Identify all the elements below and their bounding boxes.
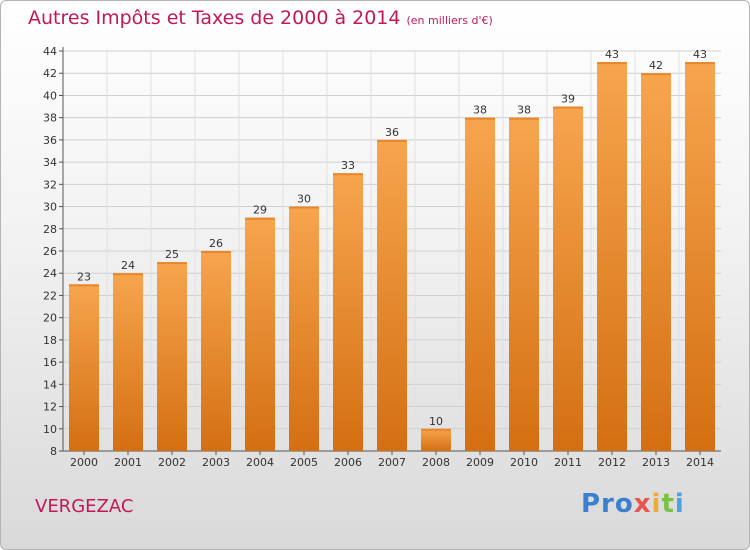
y-tick-label: 10	[43, 423, 57, 436]
data-label: 33	[341, 159, 355, 172]
x-tick-label: 2007	[378, 456, 406, 469]
y-tick-label: 40	[43, 89, 57, 102]
data-label: 36	[385, 126, 399, 139]
bar	[685, 62, 715, 451]
y-tick-label: 12	[43, 401, 57, 414]
y-tick-label: 8	[50, 445, 57, 458]
bar	[553, 106, 583, 452]
data-label: 42	[649, 59, 663, 72]
logo-part-4: t	[661, 489, 675, 519]
chart-subtitle: (en milliers d'€)	[406, 14, 493, 27]
labels: 8 10 12 14 16 18 20 22 24 26 28 30 32 34 36 38 40 42 44 23 2…	[43, 45, 714, 469]
x-tick-label: 2006	[334, 456, 362, 469]
y-tick-label: 26	[43, 245, 57, 258]
bar-top	[597, 62, 627, 65]
bar	[597, 62, 627, 451]
proxiti-logo: Proxiti	[581, 489, 685, 519]
x-tick-label: 2013	[642, 456, 670, 469]
bar	[201, 251, 231, 451]
bar-top	[553, 106, 583, 109]
y-tick-label: 16	[43, 356, 57, 369]
y-tick-label: 42	[43, 67, 57, 80]
logo-part-2: x	[633, 489, 652, 519]
y-tick-label: 20	[43, 312, 57, 325]
bar-top	[333, 173, 363, 176]
x-tick-label: 2002	[158, 456, 186, 469]
bar	[157, 262, 187, 451]
data-label: 38	[473, 104, 487, 117]
bar-top	[421, 428, 451, 431]
chart-title-text: Autres Impôts et Taxes de 2000 à 2014	[28, 7, 401, 29]
bar-top	[69, 284, 99, 287]
y-tick-label: 30	[43, 201, 57, 214]
x-tick-label: 2003	[202, 456, 230, 469]
bar	[333, 173, 363, 451]
bars	[69, 62, 715, 452]
data-label: 43	[605, 48, 619, 61]
bar-top	[201, 251, 231, 253]
y-tick-label: 14	[43, 378, 57, 391]
data-label: 43	[693, 48, 707, 61]
x-tick-label: 2012	[598, 456, 626, 469]
y-tick-label: 38	[43, 112, 57, 125]
bar-top	[509, 117, 539, 120]
bar-top	[245, 217, 275, 220]
bar	[641, 73, 671, 451]
bar-top	[465, 117, 495, 120]
x-tick-label: 2004	[246, 456, 274, 469]
logo-part-1: Pro	[581, 489, 634, 519]
y-tick-label: 22	[43, 289, 57, 302]
bar	[465, 117, 495, 452]
x-tick-label: 2005	[290, 456, 318, 469]
y-tick-label: 36	[43, 134, 57, 147]
data-label: 38	[517, 104, 531, 117]
bar-top	[157, 262, 187, 265]
data-label: 10	[429, 415, 443, 428]
data-label: 26	[209, 237, 223, 250]
data-label: 25	[165, 248, 179, 261]
bar	[377, 139, 407, 451]
data-label: 39	[561, 93, 575, 106]
bar-top	[377, 139, 407, 142]
chart-title: Autres Impôts et Taxes de 2000 à 2014 (en…	[28, 7, 493, 29]
y-tick-label: 44	[43, 45, 57, 58]
data-label: 23	[77, 270, 91, 283]
y-tick-label: 28	[43, 223, 57, 236]
bar	[245, 217, 275, 451]
bar	[289, 206, 319, 451]
y-tick-label: 24	[43, 267, 57, 280]
bar	[421, 428, 451, 451]
bar-top	[289, 206, 319, 209]
x-tick-label: 2001	[114, 456, 142, 469]
x-tick-label: 2010	[510, 456, 538, 469]
bar-top	[641, 73, 671, 76]
bar-top	[113, 273, 143, 276]
data-label: 29	[253, 204, 267, 217]
data-label: 24	[121, 259, 135, 272]
logo-part-3: i	[651, 489, 662, 519]
y-tick-label: 18	[43, 334, 57, 347]
data-label: 30	[297, 193, 311, 206]
y-tick-label: 32	[43, 178, 57, 191]
bar	[69, 284, 99, 451]
commune-name: VERGEZAC	[35, 496, 134, 517]
bar	[113, 273, 143, 451]
y-tick-label: 34	[43, 156, 57, 169]
logo-part-5: i	[674, 489, 685, 519]
x-tick-label: 2011	[554, 456, 582, 469]
x-tick-label: 2000	[70, 456, 98, 469]
x-tick-label: 2014	[686, 456, 714, 469]
bar	[509, 117, 539, 452]
bar-top	[685, 62, 715, 65]
x-tick-label: 2009	[466, 456, 494, 469]
x-tick-label: 2008	[422, 456, 450, 469]
